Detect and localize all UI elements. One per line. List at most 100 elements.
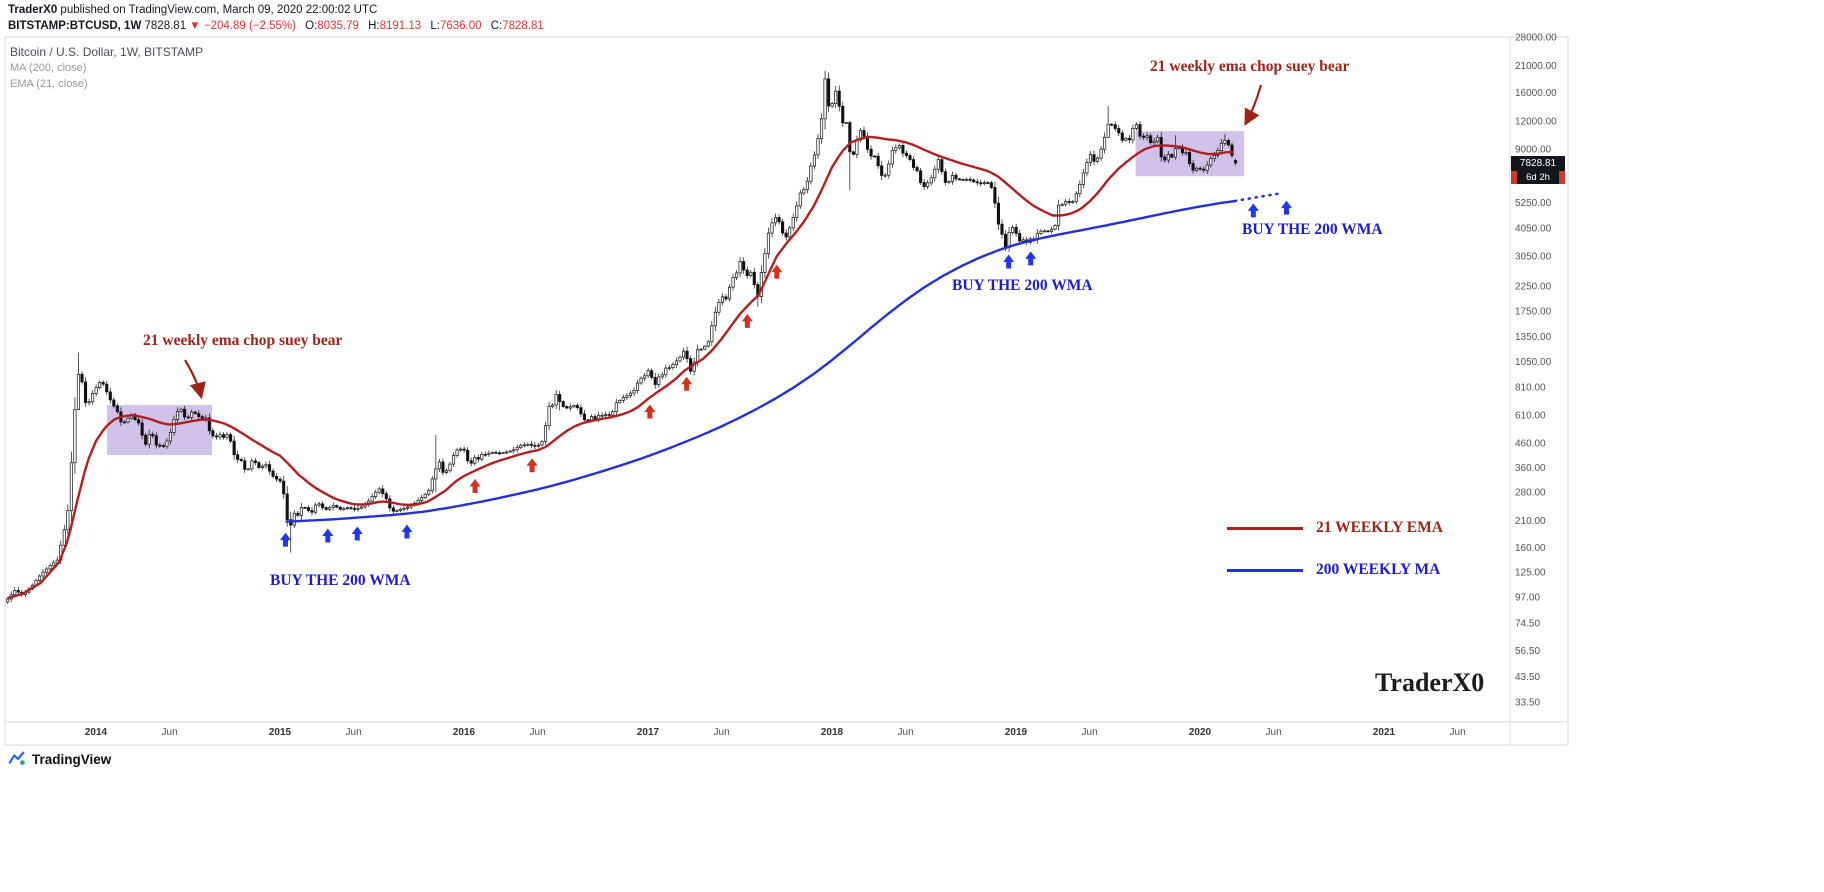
svg-text:33.50: 33.50 — [1515, 698, 1540, 709]
svg-text:1350.00: 1350.00 — [1515, 332, 1552, 343]
last-price-badge: 7828.81 — [1511, 156, 1565, 171]
ma200-line[interactable] — [285, 199, 1236, 523]
ema-key-label: 21 WEEKLY EMA — [1316, 519, 1443, 536]
last-price: 7828.81 — [144, 20, 187, 32]
ema21-line[interactable] — [7, 135, 1234, 600]
svg-text:2019: 2019 — [1005, 727, 1028, 738]
svg-text:56.50: 56.50 — [1515, 646, 1540, 657]
blue-up-arrow[interactable] — [280, 532, 292, 547]
svg-text:9000.00: 9000.00 — [1515, 145, 1552, 156]
chart-legend: Bitcoin / U.S. Dollar, 1W, BITSTAMP MA (… — [10, 44, 203, 92]
svg-text:Jun: Jun — [1266, 727, 1282, 738]
author-watermark: TraderX0 — [1375, 668, 1485, 697]
close-label: C: — [490, 20, 503, 32]
red-up-arrow[interactable] — [741, 313, 753, 328]
svg-text:Jun: Jun — [162, 727, 178, 738]
annotation-arrows[interactable] — [184, 84, 1263, 400]
publish-info: published on TradingView.com, March 09, … — [57, 4, 378, 16]
high-value: 8191.13 — [379, 20, 422, 32]
svg-text:2015: 2015 — [269, 727, 292, 738]
low-value: 7636.00 — [439, 20, 482, 32]
bear-annotation-left[interactable]: 21 weekly ema chop suey bear — [143, 332, 343, 349]
svg-text:21000.00: 21000.00 — [1515, 61, 1557, 72]
svg-text:2014: 2014 — [85, 727, 108, 738]
svg-text:4050.00: 4050.00 — [1515, 224, 1552, 235]
bar-countdown-badge: 6d 2h — [1517, 171, 1559, 184]
key-ma-row[interactable]: 200 WEEKLY MA — [1227, 561, 1440, 579]
svg-text:5250.00: 5250.00 — [1515, 198, 1552, 209]
svg-text:2250.00: 2250.00 — [1515, 282, 1552, 293]
red-up-arrow[interactable] — [771, 264, 783, 279]
blue-up-arrow[interactable] — [351, 526, 363, 541]
candles — [6, 70, 1238, 604]
buy-annotation-left[interactable]: BUY THE 200 WMA — [270, 572, 411, 589]
svg-text:1050.00: 1050.00 — [1515, 357, 1552, 368]
svg-text:460.00: 460.00 — [1515, 439, 1546, 450]
blue-up-arrow[interactable] — [1025, 251, 1037, 266]
svg-text:2016: 2016 — [453, 727, 476, 738]
tradingview-logo[interactable]: TradingView — [8, 750, 111, 768]
ema-legend-item[interactable]: EMA (21, close) — [10, 78, 88, 90]
symbol-header: BITSTAMP:BTCUSD, 1W 7828.81 ▼ −204.89 (−… — [8, 20, 544, 32]
chart-title[interactable]: Bitcoin / U.S. Dollar, 1W, BITSTAMP — [10, 45, 204, 59]
symbol-name[interactable]: BITSTAMP:BTCUSD, 1W — [8, 20, 142, 32]
svg-text:12000.00: 12000.00 — [1515, 116, 1557, 127]
red-up-arrow[interactable] — [526, 458, 538, 473]
ma-key-label: 200 WEEKLY MA — [1316, 561, 1441, 578]
svg-text:43.50: 43.50 — [1515, 672, 1540, 683]
blue-up-arrow[interactable] — [1280, 200, 1292, 215]
open-value: 8035.79 — [317, 20, 359, 32]
red-up-arrow[interactable] — [469, 479, 481, 494]
low-label: L: — [430, 20, 440, 32]
blue-up-arrow[interactable] — [1247, 203, 1259, 218]
publish-header: TraderX0 published on TradingView.com, M… — [8, 4, 377, 16]
svg-text:Jun: Jun — [1450, 727, 1466, 738]
svg-text:810.00: 810.00 — [1515, 383, 1546, 394]
ma200-projection-dotted[interactable] — [1233, 191, 1285, 203]
bear-right-arrow — [1244, 84, 1263, 126]
svg-text:360.00: 360.00 — [1515, 463, 1546, 474]
bear-annotation-right[interactable]: 21 weekly ema chop suey bear — [1150, 58, 1350, 75]
author-name: TraderX0 — [8, 4, 58, 16]
svg-text:2020: 2020 — [1189, 727, 1212, 738]
chart-plot-area[interactable]: 28000.00 21000.00 16000.00 12000.00 9000.00 5… — [6, 33, 1557, 739]
svg-text:280.00: 280.00 — [1515, 488, 1546, 499]
svg-text:3050.00: 3050.00 — [1515, 252, 1552, 263]
close-value: 7828.81 — [502, 20, 544, 32]
open-label: O: — [305, 20, 318, 32]
ema-key-line — [1227, 526, 1303, 530]
blue-up-arrow[interactable] — [322, 528, 334, 543]
price-axis[interactable]: 28000.00 21000.00 16000.00 12000.00 9000.00 5… — [1515, 33, 1557, 709]
svg-text:16000.00: 16000.00 — [1515, 88, 1557, 99]
buy-annotation-right[interactable]: BUY THE 200 WMA — [1242, 221, 1383, 238]
svg-text:125.00: 125.00 — [1515, 567, 1546, 578]
tradingview-logo-text: TradingView — [32, 751, 112, 767]
svg-text:97.00: 97.00 — [1515, 592, 1540, 603]
red-up-arrow[interactable] — [681, 376, 693, 391]
ma-legend-item[interactable]: MA (200, close) — [10, 62, 87, 74]
red-up-arrow[interactable] — [644, 404, 656, 419]
bear-left-arrow — [184, 359, 206, 400]
svg-text:Jun: Jun — [346, 727, 362, 738]
chart-frame — [4, 36, 1569, 746]
svg-text:Jun: Jun — [714, 727, 730, 738]
svg-text:2021: 2021 — [1373, 727, 1396, 738]
svg-text:Jun: Jun — [898, 727, 914, 738]
svg-text:Jun: Jun — [530, 727, 546, 738]
svg-text:210.00: 210.00 — [1515, 516, 1546, 527]
svg-text:610.00: 610.00 — [1515, 411, 1546, 422]
svg-text:28000.00: 28000.00 — [1515, 33, 1557, 44]
blue-up-arrow[interactable] — [1003, 254, 1015, 269]
blue-up-arrow[interactable] — [401, 524, 413, 539]
key-ema-row[interactable]: 21 WEEKLY EMA — [1227, 519, 1443, 537]
svg-text:2018: 2018 — [821, 727, 844, 738]
svg-text:2017: 2017 — [637, 727, 660, 738]
buy-annotation-mid[interactable]: BUY THE 200 WMA — [952, 277, 1093, 294]
svg-text:Jun: Jun — [1082, 727, 1098, 738]
high-label: H: — [368, 20, 380, 32]
ma-key-line — [1227, 568, 1303, 572]
time-axis[interactable]: 2014 Jun 2015 Jun 2016 Jun 2017 Jun 2018 Jun 2019 J… — [85, 727, 1466, 738]
svg-text:1750.00: 1750.00 — [1515, 307, 1552, 318]
